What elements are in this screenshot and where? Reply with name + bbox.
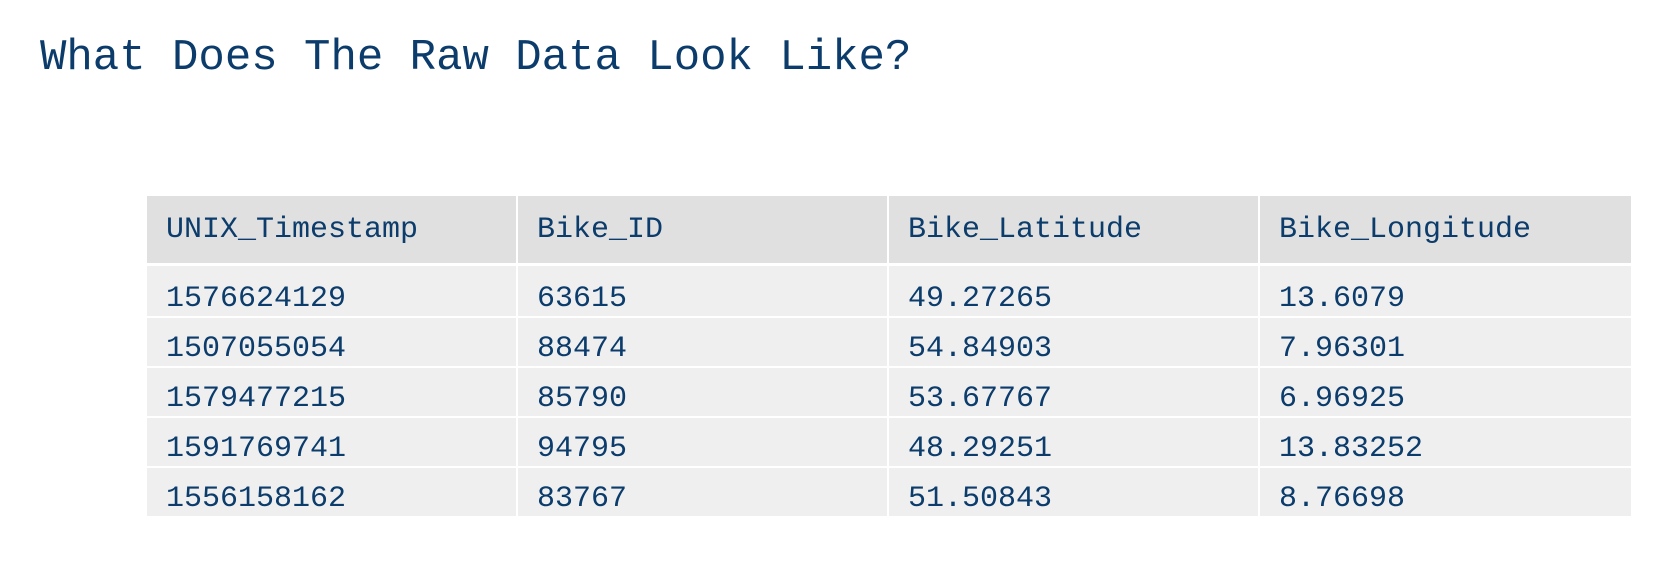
column-header-unix-timestamp: UNIX_Timestamp (147, 196, 518, 266)
cell-bike-longitude: 7.96301 (1260, 318, 1631, 368)
cell-bike-latitude: 54.84903 (889, 318, 1260, 368)
table-header-row: UNIX_Timestamp Bike_ID Bike_Latitude Bik… (147, 196, 1631, 266)
cell-bike-latitude: 53.67767 (889, 368, 1260, 418)
cell-bike-longitude: 13.6079 (1260, 266, 1631, 318)
page-title: What Does The Raw Data Look Like? (40, 33, 912, 83)
cell-bike-latitude: 49.27265 (889, 266, 1260, 318)
column-header-bike-id: Bike_ID (518, 196, 889, 266)
table-row: 1507055054 88474 54.84903 7.96301 (147, 318, 1631, 368)
cell-bike-id: 83767 (518, 468, 889, 516)
cell-bike-longitude: 13.83252 (1260, 418, 1631, 468)
cell-unix-timestamp: 1591769741 (147, 418, 518, 468)
cell-unix-timestamp: 1576624129 (147, 266, 518, 318)
table-row: 1591769741 94795 48.29251 13.83252 (147, 418, 1631, 468)
raw-data-table: UNIX_Timestamp Bike_ID Bike_Latitude Bik… (147, 196, 1631, 516)
column-header-bike-latitude: Bike_Latitude (889, 196, 1260, 266)
cell-unix-timestamp: 1507055054 (147, 318, 518, 368)
cell-bike-id: 63615 (518, 266, 889, 318)
cell-unix-timestamp: 1579477215 (147, 368, 518, 418)
cell-bike-longitude: 8.76698 (1260, 468, 1631, 516)
cell-unix-timestamp: 1556158162 (147, 468, 518, 516)
cell-bike-latitude: 51.50843 (889, 468, 1260, 516)
table-row: 1579477215 85790 53.67767 6.96925 (147, 368, 1631, 418)
column-header-bike-longitude: Bike_Longitude (1260, 196, 1631, 266)
table-row: 1556158162 83767 51.50843 8.76698 (147, 468, 1631, 516)
table-row: 1576624129 63615 49.27265 13.6079 (147, 266, 1631, 318)
cell-bike-id: 88474 (518, 318, 889, 368)
cell-bike-longitude: 6.96925 (1260, 368, 1631, 418)
cell-bike-id: 85790 (518, 368, 889, 418)
cell-bike-id: 94795 (518, 418, 889, 468)
cell-bike-latitude: 48.29251 (889, 418, 1260, 468)
